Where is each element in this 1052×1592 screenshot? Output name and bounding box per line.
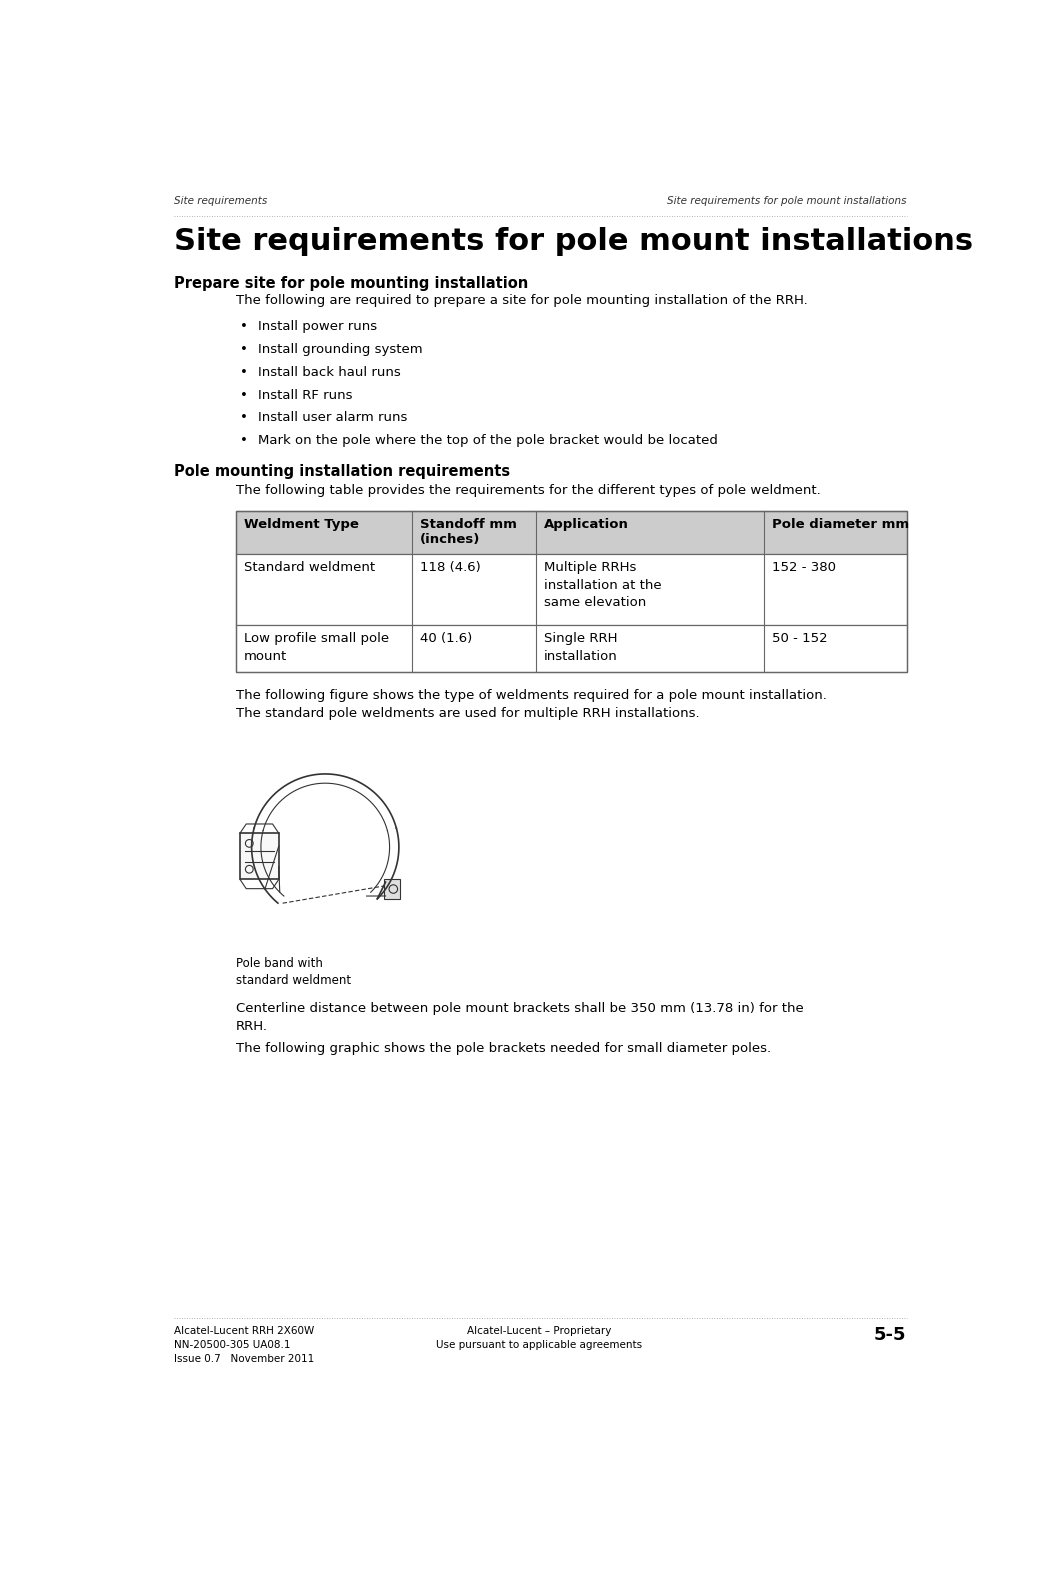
Bar: [236, 554, 907, 624]
Text: 50 - 152: 50 - 152: [772, 632, 828, 645]
Text: The following figure shows the type of weldments required for a pole mount insta: The following figure shows the type of w…: [236, 689, 827, 720]
Text: •: •: [240, 320, 248, 333]
Text: Pole diameter mm: Pole diameter mm: [772, 517, 909, 530]
Text: Application: Application: [544, 517, 629, 530]
Bar: [236, 511, 907, 554]
Text: Use pursuant to applicable agreements: Use pursuant to applicable agreements: [437, 1340, 642, 1350]
Bar: [384, 879, 400, 899]
Text: Site requirements: Site requirements: [175, 196, 267, 207]
Text: Alcatel-Lucent RRH 2X60W: Alcatel-Lucent RRH 2X60W: [175, 1326, 315, 1336]
Text: The following are required to prepare a site for pole mounting installation of t: The following are required to prepare a …: [236, 295, 808, 307]
Text: •: •: [240, 344, 248, 357]
Text: 118 (4.6): 118 (4.6): [420, 562, 481, 575]
Text: Standoff mm
(inches): Standoff mm (inches): [420, 517, 518, 546]
Bar: [240, 833, 279, 879]
Text: Low profile small pole
mount: Low profile small pole mount: [244, 632, 389, 662]
Text: Single RRH
installation: Single RRH installation: [544, 632, 618, 662]
Text: Centerline distance between pole mount brackets shall be 350 mm (13.78 in) for t: Centerline distance between pole mount b…: [236, 1001, 804, 1033]
Text: Install user alarm runs: Install user alarm runs: [258, 411, 407, 423]
Text: •: •: [240, 388, 248, 401]
Text: NN-20500-305 UA08.1: NN-20500-305 UA08.1: [175, 1340, 290, 1350]
Text: •: •: [240, 435, 248, 447]
Text: Install grounding system: Install grounding system: [258, 344, 423, 357]
Text: •: •: [240, 411, 248, 423]
Text: Pole band with
standard weldment: Pole band with standard weldment: [236, 957, 351, 987]
Text: The following graphic shows the pole brackets needed for small diameter poles.: The following graphic shows the pole bra…: [236, 1041, 771, 1055]
Text: Alcatel-Lucent – Proprietary: Alcatel-Lucent – Proprietary: [467, 1326, 611, 1336]
Text: Mark on the pole where the top of the pole bracket would be located: Mark on the pole where the top of the po…: [258, 435, 717, 447]
Text: 5-5: 5-5: [874, 1326, 907, 1344]
Text: Multiple RRHs
installation at the
same elevation: Multiple RRHs installation at the same e…: [544, 562, 662, 610]
Text: 40 (1.6): 40 (1.6): [420, 632, 472, 645]
Text: Pole mounting installation requirements: Pole mounting installation requirements: [175, 463, 510, 479]
Text: Issue 0.7   November 2011: Issue 0.7 November 2011: [175, 1353, 315, 1364]
Bar: [236, 624, 907, 672]
Text: Install back haul runs: Install back haul runs: [258, 366, 401, 379]
Bar: [236, 511, 907, 672]
Text: 152 - 380: 152 - 380: [772, 562, 836, 575]
Text: Standard weldment: Standard weldment: [244, 562, 375, 575]
Text: Site requirements for pole mount installations: Site requirements for pole mount install…: [175, 228, 973, 256]
Text: •: •: [240, 366, 248, 379]
Text: The following table provides the requirements for the different types of pole we: The following table provides the require…: [236, 484, 821, 497]
Text: Install RF runs: Install RF runs: [258, 388, 352, 401]
Text: Install power runs: Install power runs: [258, 320, 377, 333]
Text: Prepare site for pole mounting installation: Prepare site for pole mounting installat…: [175, 275, 528, 291]
Text: Weldment Type: Weldment Type: [244, 517, 359, 530]
Text: Site requirements for pole mount installations: Site requirements for pole mount install…: [667, 196, 907, 207]
